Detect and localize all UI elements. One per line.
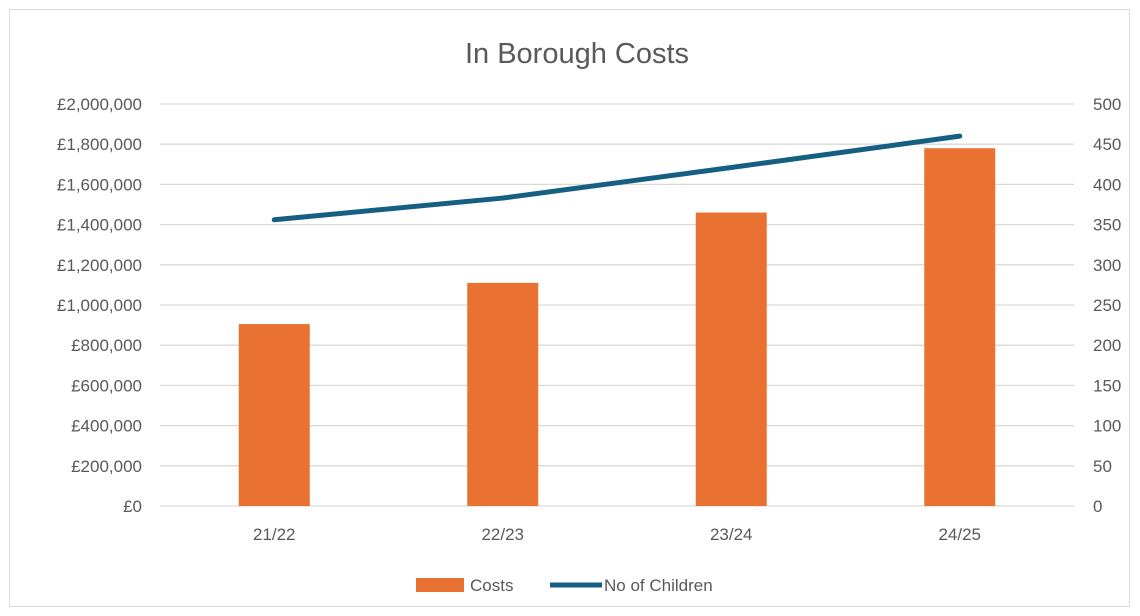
legend-costs-swatch: [416, 578, 464, 592]
y-left-tick-label: £1,400,000: [57, 216, 142, 235]
left-axis: £0 £200,000 £400,000 £600,000 £800,000 £1,000…: [57, 95, 142, 516]
chart-title: In Borough Costs: [465, 38, 689, 70]
y-left-tick-label: £400,000: [71, 417, 142, 436]
y-right-tick-label: 100: [1093, 417, 1121, 436]
y-left-tick-label: £1,200,000: [57, 256, 142, 275]
x-axis: 21/22 22/23 23/24 24/25: [253, 525, 981, 544]
legend-costs-label: Costs: [470, 576, 513, 595]
y-left-tick-label: £1,800,000: [57, 135, 142, 154]
y-right-tick-label: 150: [1093, 376, 1121, 395]
legend-children-label: No of Children: [604, 576, 713, 595]
x-tick-label: 23/24: [710, 525, 753, 544]
x-tick-label: 24/25: [938, 525, 981, 544]
y-left-tick-label: £1,600,000: [57, 175, 142, 194]
y-left-tick-label: £800,000: [71, 336, 142, 355]
y-right-tick-label: 400: [1093, 175, 1121, 194]
x-tick-label: 22/23: [481, 525, 524, 544]
y-right-tick-label: 0: [1093, 497, 1102, 516]
y-right-tick-label: 50: [1093, 457, 1112, 476]
line-path: [271, 133, 963, 223]
bar: [238, 324, 310, 506]
y-left-tick-label: £2,000,000: [57, 95, 142, 114]
y-right-tick-label: 350: [1093, 216, 1121, 235]
legend: Costs No of Children: [416, 576, 713, 595]
right-axis: 0 50 100 150 200 250 300 350 400 450 500: [1093, 95, 1121, 516]
bar: [467, 282, 539, 506]
bar-series: [238, 148, 996, 507]
y-left-tick-label: £200,000: [71, 457, 142, 476]
line-series: [271, 133, 963, 223]
y-left-tick-label: £0: [123, 497, 142, 516]
bar: [695, 212, 767, 507]
x-tick-label: 21/22: [253, 525, 296, 544]
y-right-tick-label: 500: [1093, 95, 1121, 114]
y-right-tick-label: 200: [1093, 336, 1121, 355]
y-left-tick-label: £600,000: [71, 376, 142, 395]
y-right-tick-label: 250: [1093, 296, 1121, 315]
y-right-tick-label: 450: [1093, 135, 1121, 154]
bar: [924, 148, 996, 506]
y-left-tick-label: £1,000,000: [57, 296, 142, 315]
y-right-tick-label: 300: [1093, 256, 1121, 275]
